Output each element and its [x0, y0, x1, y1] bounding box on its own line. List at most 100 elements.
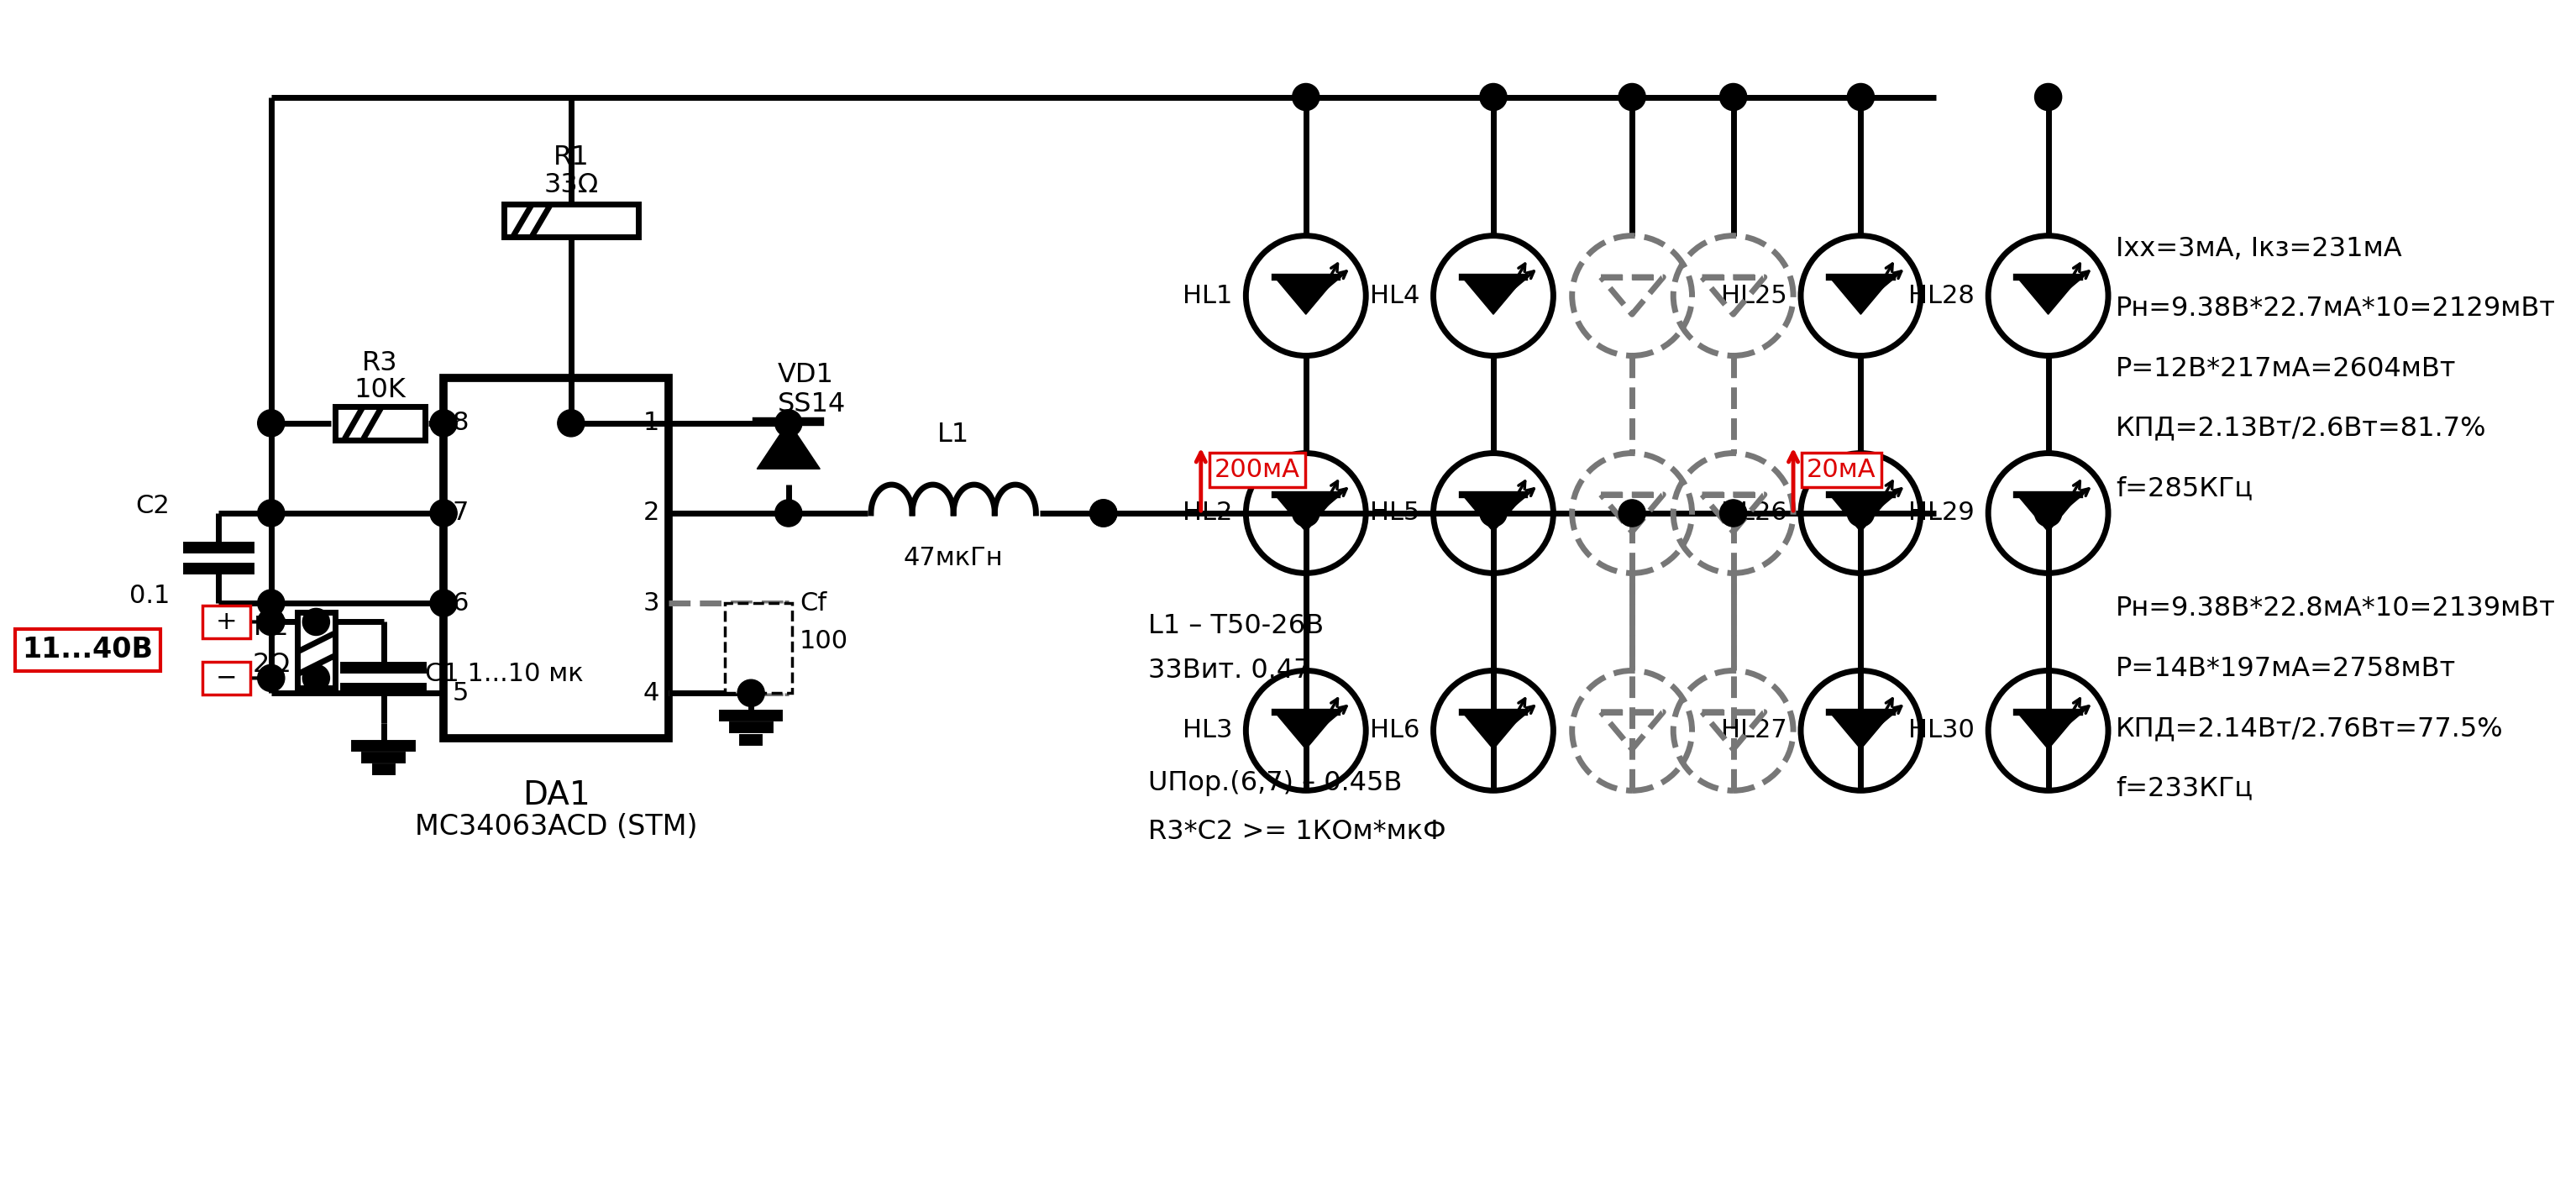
Text: 1: 1 [644, 411, 659, 435]
Circle shape [430, 590, 456, 617]
Text: R1: R1 [554, 144, 590, 170]
Circle shape [301, 664, 330, 691]
Text: HL1: HL1 [1182, 283, 1231, 308]
Text: 6: 6 [453, 591, 469, 615]
Text: L1: L1 [938, 421, 969, 447]
Polygon shape [1463, 494, 1525, 532]
Polygon shape [1829, 712, 1891, 749]
Text: +: + [216, 610, 237, 634]
Text: HL26: HL26 [1721, 502, 1788, 525]
Text: Р=14В*197мА=2758мВт: Р=14В*197мА=2758мВт [2115, 656, 2455, 682]
Bar [296, 612, 335, 688]
Text: КПД=2.14Вт/2.76Вт=77.5%: КПД=2.14Вт/2.76Вт=77.5% [2115, 715, 2504, 741]
Text: HL27: HL27 [1721, 719, 1788, 742]
Polygon shape [2017, 712, 2079, 749]
Text: HL2: HL2 [1182, 502, 1231, 525]
Circle shape [2035, 499, 2061, 526]
Text: L1 – T50-26В: L1 – T50-26В [1149, 612, 1324, 640]
Text: R2: R2 [252, 615, 289, 641]
Circle shape [258, 664, 283, 691]
Text: HL5: HL5 [1370, 502, 1419, 525]
Text: R3: R3 [363, 350, 397, 376]
Text: 7: 7 [453, 502, 469, 525]
Text: 11...40В: 11...40В [23, 636, 152, 664]
Text: VD1: VD1 [778, 362, 835, 388]
Text: КПД=2.13Вт/2.6Вт=81.7%: КПД=2.13Вт/2.6Вт=81.7% [2115, 415, 2486, 441]
Circle shape [1479, 499, 1507, 526]
Polygon shape [2017, 494, 2079, 532]
Text: Р=12В*217мА=2604мВт: Р=12В*217мА=2604мВт [2115, 355, 2458, 381]
Circle shape [258, 499, 283, 526]
Text: R3*C2 >= 1КОм*мкФ: R3*C2 >= 1КОм*мкФ [1149, 819, 1445, 845]
Text: f=233КГц: f=233КГц [2115, 775, 2251, 801]
Polygon shape [1463, 712, 1525, 749]
Text: 100: 100 [799, 629, 848, 654]
Text: 5: 5 [453, 681, 469, 706]
Polygon shape [1829, 494, 1891, 532]
Text: 3: 3 [644, 591, 659, 615]
Circle shape [1293, 84, 1319, 111]
Polygon shape [1275, 712, 1337, 749]
Text: 10K: 10K [353, 376, 407, 402]
Text: 20мА: 20мА [1806, 458, 1875, 481]
Bar [443, 378, 670, 738]
Text: Рн=9.38В*22.7мА*10=2129мВт: Рн=9.38В*22.7мА*10=2129мВт [2115, 296, 2555, 322]
FancyBboxPatch shape [201, 605, 250, 638]
Text: 33Ω: 33Ω [544, 172, 598, 198]
Circle shape [1847, 84, 1875, 111]
Text: UПор.(6,7) – 0.45В: UПор.(6,7) – 0.45В [1149, 771, 1401, 797]
Text: Рн=9.38В*22.8мА*10=2139мВт: Рн=9.38В*22.8мА*10=2139мВт [2115, 596, 2555, 622]
Text: MC34063ACD (STM): MC34063ACD (STM) [415, 813, 698, 841]
FancyBboxPatch shape [201, 662, 250, 695]
Circle shape [1090, 499, 1118, 526]
Circle shape [1618, 499, 1646, 526]
Bar [502, 204, 639, 237]
Bar [335, 406, 425, 440]
Text: 2: 2 [644, 502, 659, 525]
Text: HL4: HL4 [1370, 283, 1419, 308]
Text: HL3: HL3 [1182, 719, 1231, 742]
Circle shape [301, 609, 330, 635]
Circle shape [1721, 499, 1747, 526]
Circle shape [1479, 84, 1507, 111]
Text: Iхх=3мА, Iкз=231мА: Iхх=3мА, Iкз=231мА [2115, 236, 2401, 262]
Circle shape [775, 499, 801, 526]
Text: HL28: HL28 [1909, 283, 1976, 308]
Text: 0.1: 0.1 [129, 583, 170, 608]
Text: C2: C2 [137, 493, 170, 518]
Polygon shape [757, 421, 819, 468]
Polygon shape [1275, 494, 1337, 532]
Circle shape [430, 499, 456, 526]
Circle shape [258, 590, 283, 617]
Text: 2Ω: 2Ω [252, 653, 291, 678]
Text: 8: 8 [453, 411, 469, 435]
Polygon shape [1829, 277, 1891, 314]
Text: f=285КГц: f=285КГц [2115, 476, 2251, 502]
Text: 4: 4 [644, 681, 659, 706]
Text: 47мкГн: 47мкГн [904, 546, 1002, 571]
Bar [724, 603, 793, 693]
Text: −: − [216, 666, 237, 690]
Circle shape [737, 680, 765, 707]
Circle shape [775, 409, 801, 437]
Text: HL6: HL6 [1370, 719, 1419, 742]
Text: DA1: DA1 [523, 779, 590, 811]
Circle shape [1721, 84, 1747, 111]
Polygon shape [2017, 277, 2079, 314]
Polygon shape [1275, 277, 1337, 314]
Text: 33Вит. 0.47: 33Вит. 0.47 [1149, 658, 1311, 684]
Text: Cf: Cf [799, 591, 827, 616]
Circle shape [1293, 499, 1319, 526]
Text: HL29: HL29 [1909, 502, 1976, 525]
Text: HL25: HL25 [1721, 283, 1788, 308]
Circle shape [258, 609, 283, 635]
Text: SS14: SS14 [778, 392, 845, 418]
Text: 200мА: 200мА [1213, 458, 1301, 481]
Polygon shape [1463, 277, 1525, 314]
Circle shape [1847, 499, 1875, 526]
Circle shape [1090, 499, 1118, 526]
Text: C1 1...10 мк: C1 1...10 мк [425, 662, 582, 687]
Circle shape [1618, 84, 1646, 111]
Circle shape [556, 409, 585, 437]
Circle shape [2035, 84, 2061, 111]
